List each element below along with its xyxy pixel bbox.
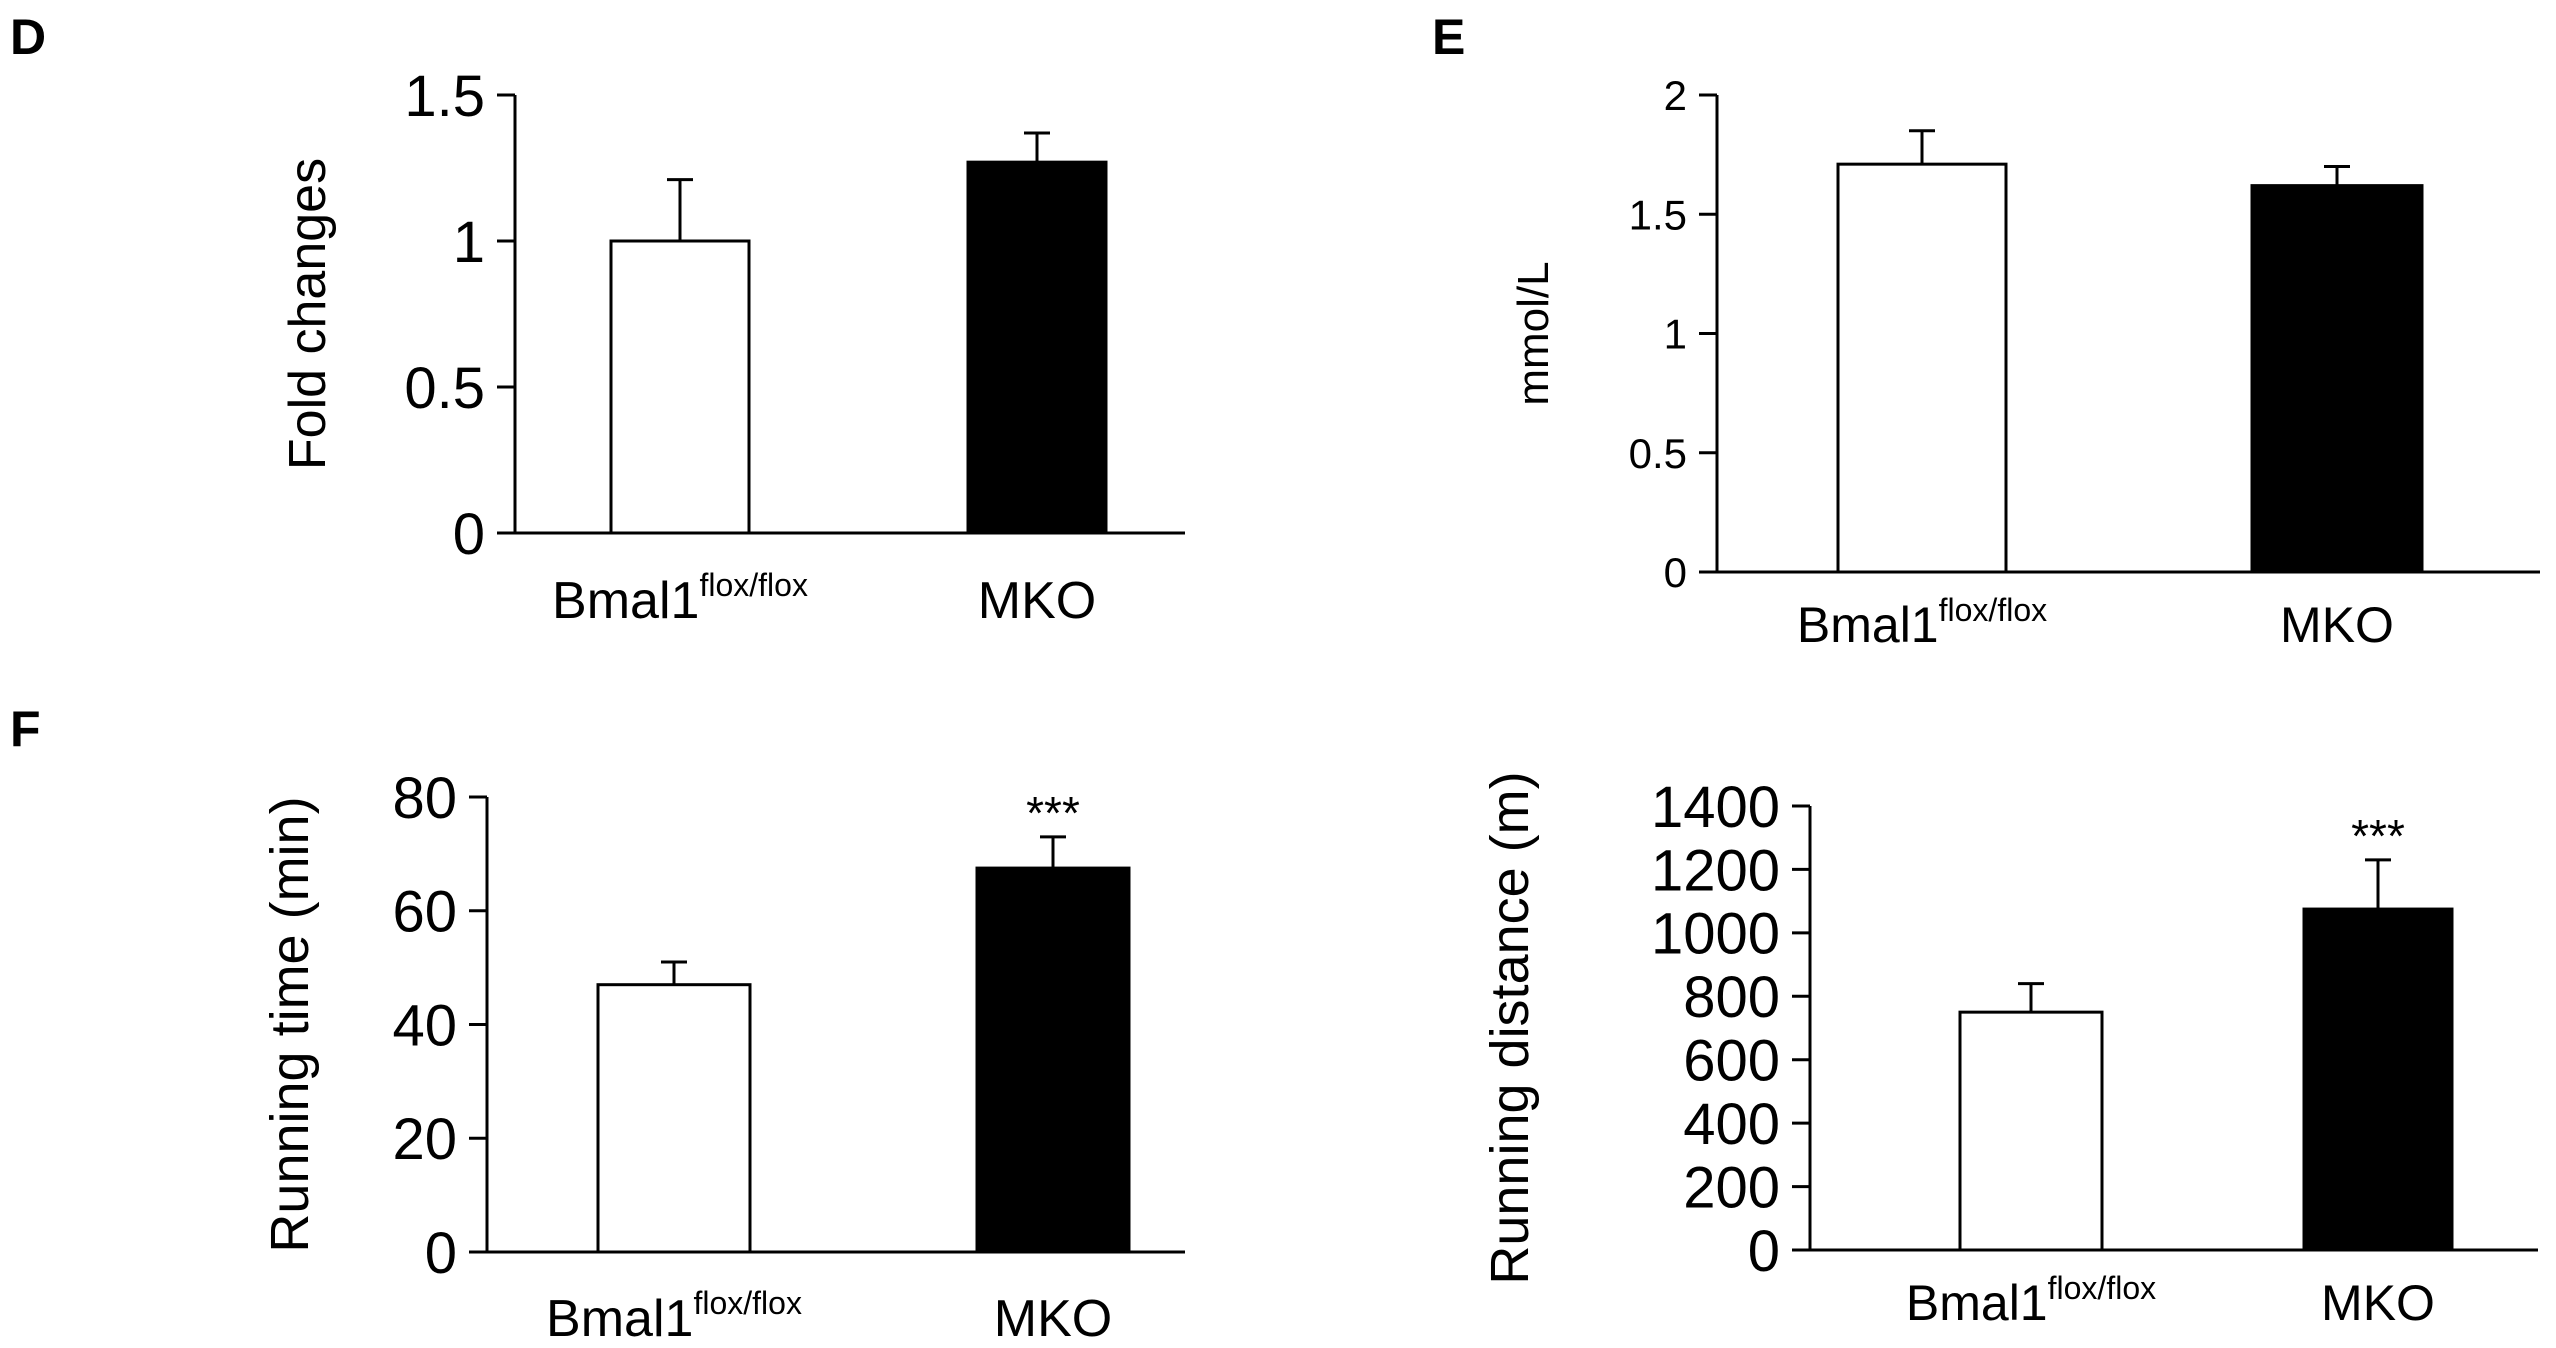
y-tick-label: 60 — [392, 880, 457, 945]
y-tick-label: 0 — [1748, 1219, 1780, 1284]
significance-marker: *** — [1026, 787, 1080, 839]
y-tick-label: 1.5 — [404, 64, 485, 129]
bar-mko — [2250, 184, 2424, 574]
y-tick-label: 1200 — [1651, 838, 1780, 903]
y-tick-label: 0 — [1664, 549, 1687, 596]
bar-mko — [2302, 907, 2454, 1252]
y-tick-label: 1 — [453, 210, 485, 275]
panel-letter-e: E — [1432, 9, 1466, 65]
panel-letter-f: F — [10, 701, 41, 757]
y-tick-label: 0 — [453, 502, 485, 567]
y-axis-label: mmol/L — [1509, 261, 1558, 405]
y-tick-label: 600 — [1683, 1029, 1780, 1094]
category-label: MKO — [2280, 597, 2394, 653]
y-tick-label: 0 — [425, 1221, 457, 1286]
y-tick-label: 1 — [1664, 311, 1687, 358]
y-tick-label: 1400 — [1651, 775, 1780, 840]
panel-letter-d: D — [10, 9, 47, 65]
y-axis-label: Running time (min) — [260, 796, 320, 1252]
bar-mko — [966, 160, 1108, 535]
y-tick-label: 2 — [1664, 72, 1687, 119]
bar-mko — [975, 866, 1131, 1254]
category-label: MKO — [978, 572, 1096, 630]
category-label: Bmal1flox/flox — [552, 567, 808, 630]
y-axis-label: Running distance (m) — [1480, 771, 1540, 1284]
category-label: Bmal1flox/flox — [546, 1285, 802, 1348]
y-axis-label: Fold changes — [279, 158, 337, 470]
chart-e: 0 0.5 1 1.5 2 mmol/L Bmal1flox/flox MKO — [1509, 72, 2540, 653]
bar-control — [1958, 1010, 2104, 1252]
y-tick-label: 40 — [392, 993, 457, 1058]
y-tick-label: 400 — [1683, 1092, 1780, 1157]
category-label: MKO — [2321, 1275, 2435, 1331]
y-tick-label: 0.5 — [1629, 430, 1687, 477]
y-tick-label: 1000 — [1651, 902, 1780, 967]
category-label: Bmal1flox/flox — [1797, 592, 2047, 653]
y-tick-label: 1.5 — [1629, 191, 1687, 238]
y-tick-label: 200 — [1683, 1155, 1780, 1220]
bar-control — [596, 983, 752, 1254]
chart-f1: 0 20 40 60 80 Running time (min) Bmal1flox/flo… — [260, 766, 1185, 1348]
y-tick-label: 80 — [392, 766, 457, 831]
category-label: MKO — [994, 1290, 1112, 1348]
bar-control — [1836, 162, 2008, 574]
category-label: Bmal1flox/flox — [1906, 1270, 2156, 1331]
y-tick-label: 20 — [392, 1107, 457, 1172]
significance-marker: *** — [2351, 810, 2405, 862]
chart-d: 0 0.5 1 1.5 Fold changes Bmal1flox/flox MKO — [279, 64, 1185, 630]
bar-control — [609, 239, 751, 535]
y-tick-label: 800 — [1683, 965, 1780, 1030]
y-tick-label: 0.5 — [404, 356, 485, 421]
